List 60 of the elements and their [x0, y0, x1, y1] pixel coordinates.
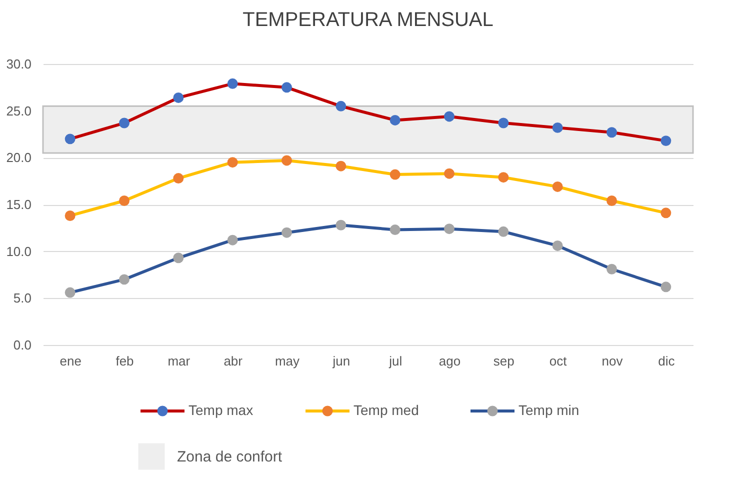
legend-label: Temp med	[354, 402, 419, 418]
x-tick-label: may	[274, 354, 300, 368]
x-tick-label: sep	[493, 354, 514, 368]
y-tick-label: 10.0	[6, 244, 32, 259]
point	[64, 210, 76, 221]
x-tick-label: nov	[602, 354, 624, 368]
x-tick-label: abr	[224, 354, 244, 368]
point	[119, 274, 130, 285]
chart-title: TEMPERATURA MENSUAL	[242, 9, 494, 31]
point	[606, 196, 617, 206]
point	[390, 224, 400, 236]
x-tick-label: dic	[658, 354, 676, 368]
point	[498, 226, 509, 237]
point	[552, 122, 563, 133]
y-tick-label: 0.0	[13, 338, 32, 352]
point	[119, 196, 130, 206]
point	[336, 160, 346, 172]
point	[64, 287, 76, 298]
point	[227, 234, 238, 246]
point	[606, 127, 617, 138]
x-tick-label: ene	[60, 354, 82, 368]
point	[606, 264, 617, 274]
point	[227, 157, 238, 168]
point	[282, 82, 292, 93]
y-tick-label: 20.0	[6, 150, 32, 166]
y-tick-label: 30.0	[6, 56, 32, 72]
x-tick-label: feb	[116, 354, 134, 368]
point	[173, 92, 184, 103]
point	[444, 111, 454, 122]
point	[336, 220, 346, 230]
point	[336, 100, 346, 112]
point	[660, 136, 672, 146]
legend-label: Zona de confort	[177, 448, 283, 466]
legend-label: Temp max	[188, 402, 254, 418]
legend-label: Temp min	[518, 402, 580, 418]
y-tick-label: 15.0	[6, 197, 32, 212]
x-tick-label: mar	[168, 354, 191, 368]
point	[64, 134, 76, 144]
x-tick-label: jul	[388, 354, 402, 368]
point	[498, 118, 509, 128]
point	[552, 240, 563, 251]
y-tick-label: 5.0	[13, 290, 32, 306]
point	[173, 173, 184, 184]
point	[282, 227, 292, 238]
point	[119, 118, 130, 128]
x-tick-label: jun	[332, 354, 350, 368]
point	[660, 208, 672, 218]
point	[282, 155, 292, 166]
x-tick-label: oct	[549, 354, 568, 368]
point	[390, 114, 400, 126]
point	[444, 168, 454, 179]
point	[444, 224, 454, 234]
point	[552, 181, 563, 192]
point	[498, 172, 509, 183]
point	[227, 78, 238, 89]
point	[173, 252, 184, 264]
point	[390, 169, 400, 180]
y-tick-label: 25.0	[6, 103, 32, 118]
x-tick-label: ago	[438, 354, 461, 368]
point	[660, 282, 672, 292]
